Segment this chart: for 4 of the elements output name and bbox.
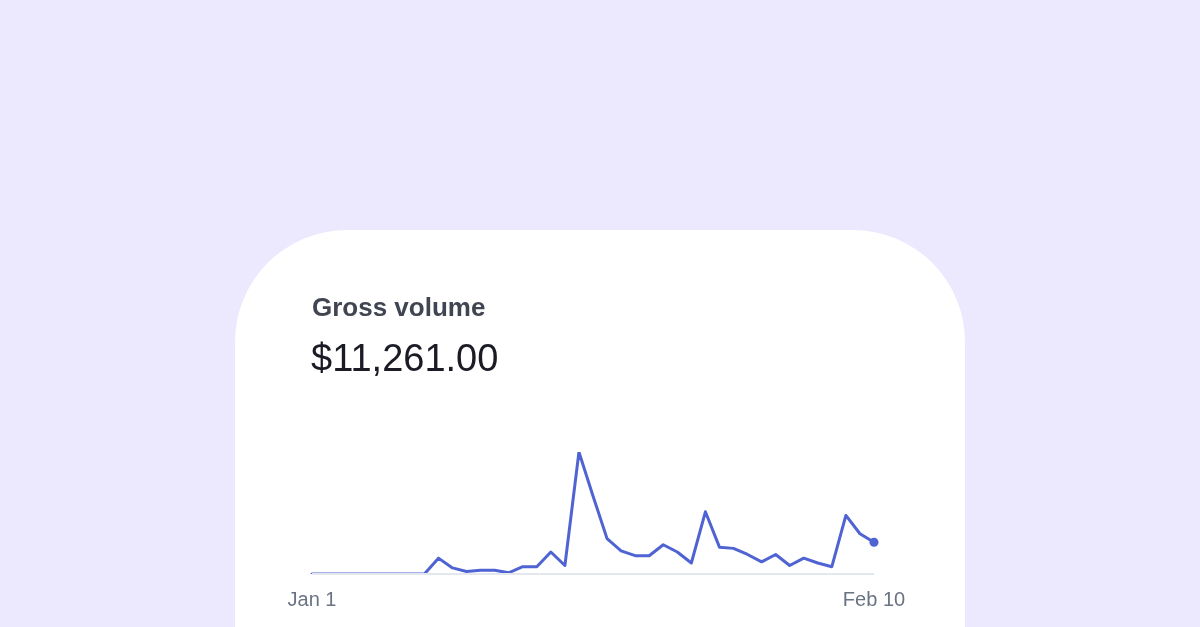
chart-subtitle: $11,261.00	[311, 336, 499, 381]
x-tick-label: Feb 10	[842, 588, 906, 611]
chart-title: Gross volume	[312, 291, 486, 323]
x-tick-label: Jan 1	[287, 588, 337, 611]
